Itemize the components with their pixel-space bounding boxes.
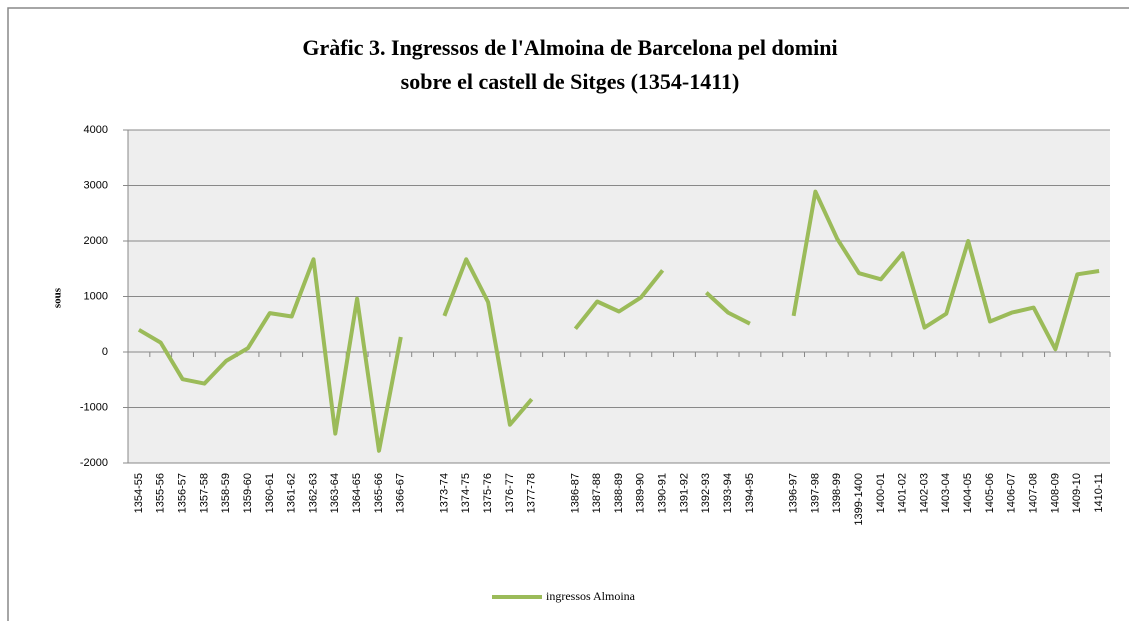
x-tick-label: 1354-55 [133, 473, 145, 513]
x-tick-label: 1397-98 [809, 473, 821, 513]
x-tick-label: 1404-05 [962, 473, 974, 513]
chart-title: sobre el castell de Sitges (1354-1411) [401, 69, 740, 94]
x-tick-label: 1394-95 [744, 473, 756, 513]
y-tick-label: 0 [102, 346, 108, 358]
y-tick-label: 3000 [84, 179, 108, 191]
y-tick-label: -1000 [80, 401, 108, 413]
x-tick-label: 1407-08 [1028, 473, 1040, 513]
x-tick-label: 1357-58 [198, 473, 210, 513]
x-tick-label: 1405-06 [984, 473, 996, 513]
x-tick-label: 1390-91 [657, 473, 669, 513]
x-tick-label: 1387-88 [591, 473, 603, 513]
x-tick-label: 1374-75 [460, 473, 472, 513]
x-tick-label: 1393-94 [722, 473, 734, 513]
x-tick-label: 1396-97 [787, 473, 799, 513]
x-tick-label: 1410-11 [1093, 473, 1105, 513]
x-tick-label: 1361-62 [286, 473, 298, 513]
x-tick-label: 1358-59 [220, 473, 232, 513]
x-tick-label: 1409-10 [1071, 473, 1083, 513]
x-tick-label: 1402-03 [918, 473, 930, 513]
x-tick-label: 1386-87 [569, 473, 581, 513]
x-tick-label: 1401-02 [897, 473, 909, 513]
x-tick-label: 1408-09 [1049, 473, 1061, 513]
x-tick-label: 1375-76 [482, 473, 494, 513]
x-tick-label: 1391-92 [678, 473, 690, 513]
x-tick-label: 1366-67 [395, 473, 407, 513]
line [137, 189, 1100, 453]
x-tick-label: 1389-90 [635, 473, 647, 513]
chart-title: Gràfic 3. Ingressos de l'Almoina de Barc… [302, 35, 837, 60]
x-tick-label: 1377-78 [526, 473, 538, 513]
x-tick-label: 1363-64 [329, 473, 341, 513]
y-tick-label: 2000 [84, 235, 108, 247]
frame [7, 7, 1129, 621]
x-tick-label: 1376-77 [504, 473, 516, 513]
x-tick-label: 1392-93 [700, 473, 712, 513]
x-tick-label: 1403-04 [940, 473, 952, 513]
x-tick-label: 1400-01 [875, 473, 887, 513]
x-tick-label: 1373-74 [438, 473, 450, 513]
legend-label: ingressos Almoina [546, 589, 636, 603]
x-tick-label: 1359-60 [242, 473, 254, 513]
x-tick-label: 1399-1400 [853, 473, 865, 526]
y-axis-label: sous [52, 287, 64, 308]
y-tick-label: 1000 [84, 290, 108, 302]
x-tick-label: 1365-66 [373, 473, 385, 513]
x-tick-label: 1398-99 [831, 473, 843, 513]
x-tick-label: 1360-61 [264, 473, 276, 513]
x-tick-label: 1406-07 [1006, 473, 1018, 513]
x-tick-label: 1355-56 [155, 473, 167, 513]
y-tick-label: -2000 [80, 457, 108, 469]
x-tick-label: 1364-65 [351, 473, 363, 513]
x-tick-label: 1388-89 [613, 473, 625, 513]
x-tick-label: 1356-57 [176, 473, 188, 513]
y-tick-label: 4000 [84, 124, 108, 136]
x-tick-label: 1362-63 [307, 473, 319, 513]
